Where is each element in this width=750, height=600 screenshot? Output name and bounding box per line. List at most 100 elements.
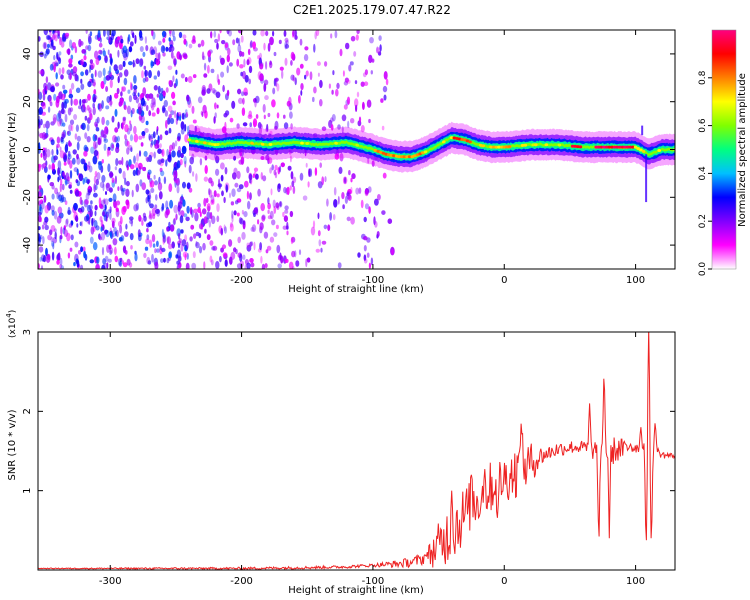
spectrogram-noise-cell bbox=[313, 43, 316, 53]
spectrogram-noise-cell bbox=[104, 55, 108, 64]
x-tick-label: 0 bbox=[501, 275, 507, 286]
spectrogram-noise-cell bbox=[248, 65, 253, 74]
spectrogram-noise-cell bbox=[68, 142, 72, 147]
spectrogram-noise-cell bbox=[370, 257, 374, 266]
spectrogram-noise-cell bbox=[79, 264, 84, 269]
spectrogram-noise-cell bbox=[52, 242, 55, 250]
spectrogram-noise-cell bbox=[214, 102, 217, 110]
spectrogram-noise-cell bbox=[129, 216, 134, 221]
spectrogram-noise-cell bbox=[347, 120, 350, 129]
spectrogram-noise-cell bbox=[166, 236, 171, 245]
spectrogram-noise-cell bbox=[184, 134, 189, 143]
spectrogram-noise-cell bbox=[149, 239, 153, 248]
colorbar-tick-label: 0.0 bbox=[698, 262, 708, 277]
spectrogram-noise-cell bbox=[348, 64, 352, 72]
spectrogram-noise-cell bbox=[149, 212, 153, 219]
spectrogram-ridge-peak bbox=[628, 145, 633, 149]
spectrogram-noise-cell bbox=[229, 223, 234, 232]
spectrogram-noise-cell bbox=[171, 91, 176, 99]
spectrogram-noise-cell bbox=[56, 136, 61, 144]
spectrogram-noise-cell bbox=[117, 186, 120, 192]
spectrogram-noise-cell bbox=[290, 51, 295, 60]
spectrogram-noise-cell bbox=[387, 218, 393, 224]
spectrogram-noise-cell bbox=[383, 71, 388, 80]
spectrogram-noise-cell bbox=[84, 176, 88, 184]
spectrogram-noise-cell bbox=[124, 138, 129, 147]
spectrogram-noise-cell bbox=[294, 77, 297, 86]
spectrogram-noise-cell bbox=[103, 30, 106, 37]
spectrogram-noise-cell bbox=[182, 34, 187, 39]
spectrogram-noise-cell bbox=[121, 122, 124, 130]
x-tick-label: -300 bbox=[99, 576, 122, 587]
spectrogram-noise-cell bbox=[95, 127, 100, 132]
spectrogram-noise-cell bbox=[124, 134, 127, 140]
spectrogram-noise-cell bbox=[104, 229, 108, 236]
spectrogram-noise-cell bbox=[287, 165, 292, 171]
spectrogram-noise-cell bbox=[377, 194, 381, 201]
spectrogram-noise-cell bbox=[131, 189, 134, 198]
spectrogram-noise-cell bbox=[86, 105, 90, 111]
spectrogram-noise-cell bbox=[71, 157, 76, 165]
spectrogram-noise-cell bbox=[220, 174, 224, 182]
colorbar-tick-label: 0.8 bbox=[698, 70, 708, 85]
spectrogram-noise-cell bbox=[129, 41, 134, 47]
spectrogram-ridge-peak bbox=[618, 145, 622, 149]
spectrogram-noise-cell bbox=[95, 225, 100, 231]
spectrogram-noise-cell bbox=[278, 200, 283, 208]
spectrogram-noise-cell bbox=[143, 215, 147, 222]
spectrogram-noise-cell bbox=[262, 175, 267, 182]
spectrogram-noise-cell bbox=[194, 125, 197, 133]
spectrogram-noise-cell bbox=[331, 114, 336, 122]
spectrogram-noise-cell bbox=[298, 249, 302, 256]
spectrogram-noise-cell bbox=[238, 38, 241, 47]
spectrogram-noise-cell bbox=[168, 151, 171, 159]
spectrogram-noise-cell bbox=[236, 123, 240, 129]
spectrogram-noise-cell bbox=[62, 84, 66, 90]
spectrogram-noise-cell bbox=[103, 138, 109, 144]
spectrogram-ridge-peak bbox=[597, 145, 601, 149]
spectrogram-noise-cell bbox=[74, 133, 78, 140]
spectrogram-noise-cell bbox=[317, 72, 320, 77]
spectrogram-noise-cell bbox=[48, 30, 52, 33]
spectrogram-noise-cell bbox=[109, 206, 112, 213]
spectrogram-noise-cell bbox=[122, 262, 128, 268]
spectrogram-noise-cell bbox=[183, 156, 187, 165]
spectrogram-noise-cell bbox=[236, 263, 242, 269]
spectrogram-noise-cell bbox=[99, 37, 103, 43]
spectrogram-noise-cell bbox=[70, 97, 73, 107]
spectrogram-noise-cell bbox=[199, 211, 202, 218]
spectrogram-noise-cell bbox=[91, 217, 94, 227]
spectrogram-noise-cell bbox=[80, 83, 85, 90]
spectrogram-noise-cell bbox=[137, 92, 140, 97]
spectrogram-noise-cell bbox=[306, 257, 311, 263]
spectrogram-noise-cell bbox=[150, 49, 156, 55]
spectrogram-noise-cell bbox=[49, 182, 55, 187]
snr-x-ticks: -300 -200 -100 0 100 bbox=[99, 332, 645, 587]
spectrogram-noise-cell bbox=[216, 104, 219, 109]
spectrogram-noise-cell bbox=[286, 230, 289, 236]
spectrogram-noise-cell bbox=[38, 246, 44, 253]
spectrogram-noise-cell bbox=[143, 252, 147, 259]
spectrogram-noise-cell bbox=[67, 209, 72, 215]
spectrogram-noise-cell bbox=[187, 99, 192, 109]
spectrogram-noise-cell bbox=[234, 182, 239, 188]
spectrogram-noise-cell bbox=[52, 163, 55, 173]
spectrogram-noise-cell bbox=[199, 158, 203, 166]
spectrogram-noise-cell bbox=[125, 223, 128, 230]
y-tick-label: 0 bbox=[22, 146, 33, 152]
spectrogram-noise-cell bbox=[93, 95, 98, 100]
spectrogram-noise-cell bbox=[208, 219, 211, 228]
spectrogram-noise-cell bbox=[307, 181, 310, 188]
spectrogram-noise-cell bbox=[165, 87, 169, 93]
spectrogram-noise-cell bbox=[125, 180, 130, 187]
spectrogram-noise-cell bbox=[227, 47, 231, 56]
spectrogram-noise-cell bbox=[191, 209, 194, 218]
spectrogram-noise-cell bbox=[222, 252, 228, 258]
spectrogram-noise-cell bbox=[86, 123, 90, 132]
spectrogram-ridge-peak bbox=[534, 143, 538, 147]
spectrogram-noise-cell bbox=[89, 236, 94, 244]
spectrogram-noise-cell bbox=[181, 194, 184, 202]
spectrogram-noise-cell bbox=[231, 214, 234, 223]
spectrogram-noise-cell bbox=[126, 140, 130, 148]
spectrogram-noise-cell bbox=[74, 46, 78, 54]
